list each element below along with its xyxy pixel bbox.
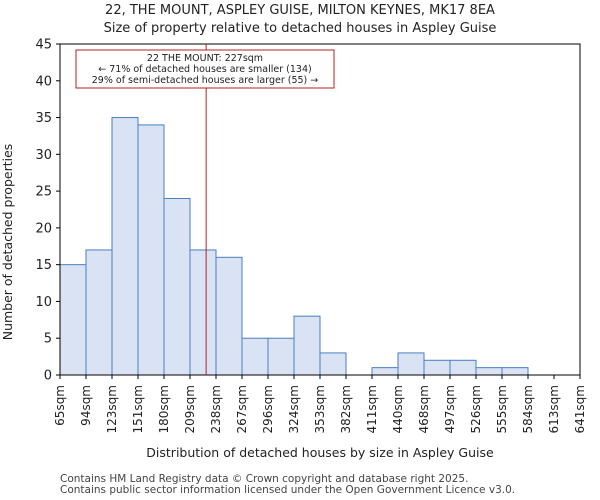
y-tick-label: 45 [35, 38, 52, 53]
bars-group [59, 117, 529, 376]
x-tick-label: 613sqm [547, 385, 561, 433]
annotation-group: 22 THE MOUNT: 227sqm← 71% of detached ho… [75, 44, 335, 375]
y-tick-label: 10 [35, 295, 52, 310]
x-tick-label: 641sqm [573, 385, 587, 433]
x-tick-label: 209sqm [183, 385, 197, 433]
y-tick-label: 20 [35, 221, 52, 236]
bar [319, 352, 347, 376]
x-tick-label: 468sqm [417, 385, 431, 433]
bar [59, 264, 87, 376]
y-tick-label: 25 [35, 185, 52, 200]
x-tick-label: 555sqm [495, 385, 509, 433]
annotation-line3: 29% of semi-detached houses are larger (… [92, 75, 319, 86]
bar [423, 359, 451, 376]
y-tick-label: 30 [35, 148, 52, 163]
x-tick-label: 123sqm [105, 385, 119, 433]
y-tick-label: 5 [44, 332, 52, 347]
x-tick-label: 65sqm [53, 385, 67, 426]
bar [267, 337, 295, 376]
x-tick-label: 382sqm [339, 385, 353, 433]
bar [475, 367, 503, 376]
bar [137, 124, 165, 376]
x-tick-label: 526sqm [469, 385, 483, 433]
x-axis-label: Distribution of detached houses by size … [146, 445, 494, 460]
y-tick-label: 40 [35, 74, 52, 89]
x-tick-label: 296sqm [261, 385, 275, 433]
bar [501, 367, 529, 376]
bar [397, 352, 425, 376]
chart-title-line2: Size of property relative to detached ho… [103, 21, 497, 36]
bar [449, 359, 477, 376]
x-tick-label: 440sqm [391, 385, 405, 433]
bar [293, 315, 321, 376]
x-tick-label: 497sqm [443, 385, 457, 433]
bar [241, 337, 269, 376]
ticks-group: 0 5 10 15 20 25 30 35 40 45 65sqm 94sqm 123sqm 151sqm… [35, 38, 587, 434]
x-tick-label: 324sqm [287, 385, 301, 433]
annotation-line2: ← 71% of detached houses are smaller (13… [98, 64, 311, 75]
x-tick-label: 94sqm [79, 385, 93, 426]
x-tick-label: 267sqm [235, 385, 249, 433]
x-tick-label: 353sqm [313, 385, 327, 433]
y-axis-label: Number of detached properties [0, 144, 15, 341]
annotation-box [75, 49, 335, 89]
annotation-line1: 22 THE MOUNT: 227sqm [147, 53, 263, 64]
x-tick-label: 238sqm [209, 385, 223, 433]
bar [85, 249, 113, 376]
bar [189, 249, 217, 376]
footer-licence: Contains public sector information licen… [60, 484, 516, 496]
bar [111, 117, 139, 376]
x-tick-label: 411sqm [365, 385, 379, 433]
bar [371, 367, 399, 376]
y-tick-label: 0 [44, 369, 52, 384]
x-tick-label: 584sqm [521, 385, 535, 433]
x-tick-label: 151sqm [131, 385, 145, 433]
y-tick-label: 15 [35, 258, 52, 273]
x-tick-label: 180sqm [157, 385, 171, 433]
footer-copyright: Contains HM Land Registry data © Crown c… [60, 473, 469, 485]
bar [215, 256, 243, 376]
y-tick-label: 35 [35, 111, 52, 126]
bar [163, 197, 191, 376]
chart-title-line1: 22, THE MOUNT, ASPLEY GUISE, MILTON KEYN… [105, 3, 495, 18]
